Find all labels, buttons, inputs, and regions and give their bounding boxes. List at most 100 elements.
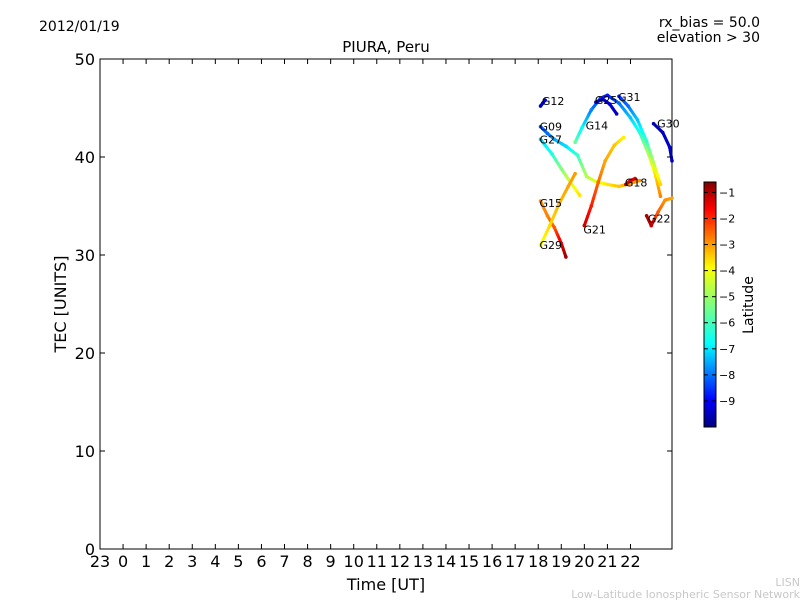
colorbar-tick-label: −4 [719, 265, 735, 278]
data-point-g31 [635, 117, 640, 122]
data-point-g14 [580, 125, 584, 130]
data-point-g29 [547, 223, 552, 228]
y-tick-label: 10 [75, 442, 95, 461]
colorbar [703, 181, 717, 428]
x-tick-label: 9 [326, 552, 336, 571]
colorbar-tick-label: −6 [719, 317, 735, 330]
data-point-g25 [607, 102, 612, 106]
data-point-g21 [612, 143, 617, 148]
data-point-g12 [543, 98, 547, 102]
data-point-g09 [552, 137, 557, 142]
x-tick-label: 20 [574, 552, 594, 571]
x-tick-label: 1 [141, 552, 151, 571]
data-point-g14 [658, 194, 663, 198]
data-point-g21 [582, 223, 587, 228]
data-point-g22 [649, 223, 654, 228]
satellite-label-g30: G30 [657, 118, 680, 131]
x-tick-label: 10 [344, 552, 364, 571]
data-point-g15 [545, 214, 550, 218]
y-tick-label: 20 [75, 344, 95, 363]
colorbar-tick-label: −3 [719, 239, 735, 252]
x-tick-label: 8 [302, 552, 312, 571]
y-axis-ticks: 0 10 20 30 40 50 [75, 50, 672, 559]
data-point-g09 [637, 178, 642, 183]
satellite-label-g15: G15 [540, 197, 563, 210]
data-point-g25 [601, 97, 605, 101]
data-point-g25 [614, 112, 619, 116]
data-point-g29 [566, 184, 571, 189]
x-tick-label: 19 [551, 552, 571, 571]
satellite-label-g18: G18 [625, 176, 648, 189]
satellite-label-g12: G12 [542, 95, 565, 108]
colorbar-ticks: −1 −2 −3 −4 −5 −6 −7 −8 −9 [704, 186, 735, 408]
satellite-label-g09: G09 [540, 121, 563, 134]
x-tick-label: 15 [459, 552, 479, 571]
satellite-label-g27: G27 [540, 133, 563, 146]
data-points [538, 93, 674, 259]
data-point-g18 [624, 182, 628, 187]
data-point-g18 [628, 178, 633, 183]
satellite-label-g25: G25 [595, 94, 618, 107]
data-point-g22 [644, 214, 649, 218]
data-point-g22 [663, 198, 667, 202]
data-point-g15 [564, 255, 568, 259]
data-point-g27 [577, 193, 582, 198]
satellite-label-g29: G29 [540, 239, 563, 252]
data-point-g14 [628, 116, 633, 120]
data-point-g30 [651, 121, 656, 126]
colorbar-label: Latitude [741, 276, 757, 334]
y-tick-label: 40 [75, 148, 95, 167]
data-point-g31 [658, 182, 663, 187]
x-tick-label: 4 [210, 552, 220, 571]
x-tick-label: 11 [367, 552, 387, 571]
data-point-g27 [559, 166, 564, 171]
y-axis-label: TEC [UNITS] [51, 256, 70, 354]
x-tick-label: 18 [528, 552, 548, 571]
data-point-g30 [660, 130, 665, 135]
x-tick-label: 22 [620, 552, 640, 571]
colorbar-tick-label: −1 [719, 186, 735, 199]
data-point-g14 [589, 108, 594, 112]
x-tick-label: 12 [390, 552, 410, 571]
elevation-label: elevation > 30 [657, 30, 760, 46]
x-tick-label: 16 [482, 552, 502, 571]
data-point-g21 [603, 159, 607, 163]
x-tick-label: 7 [279, 552, 289, 571]
data-point-g09 [617, 184, 621, 189]
data-point-g21 [596, 180, 600, 185]
data-point-g31 [617, 94, 621, 99]
data-point-g09 [564, 144, 568, 149]
data-point-g29 [557, 202, 561, 206]
data-point-g29 [573, 171, 577, 176]
data-point-g27 [538, 137, 543, 142]
data-point-g15 [559, 241, 564, 246]
x-tick-label: 2 [164, 552, 174, 571]
data-point-g21 [621, 135, 626, 140]
x-axis-ticks: 23 0 1 2 3 4 5 6 7 8 9 10 11 12 13 14 15 16 17 18 19 20 21 22 [90, 59, 641, 571]
data-point-g14 [637, 130, 642, 135]
satellite-label-g31: G31 [618, 91, 641, 104]
data-point-g14 [605, 93, 610, 98]
x-tick-label: 21 [597, 552, 617, 571]
data-point-g09 [538, 124, 543, 129]
colorbar-tick-label: −8 [719, 369, 735, 382]
colorbar-tick-label: −9 [719, 395, 735, 408]
satellite-label-g22: G22 [648, 213, 671, 226]
y-tick-label: 30 [75, 246, 95, 265]
x-tick-label: 3 [187, 552, 197, 571]
data-point-g09 [584, 174, 589, 179]
colorbar-tick-label: −5 [719, 291, 735, 304]
credit-short: LISN [775, 576, 800, 589]
data-point-g25 [594, 100, 598, 104]
data-point-g27 [550, 152, 554, 156]
data-point-g22 [656, 210, 660, 214]
x-tick-label: 17 [505, 552, 525, 571]
x-tick-label: 23 [90, 552, 110, 571]
data-point-g30 [670, 159, 674, 163]
satellite-label-g14: G14 [586, 120, 609, 133]
x-tick-label: 6 [256, 552, 266, 571]
data-point-g09 [545, 131, 550, 136]
data-point-g12 [541, 101, 545, 105]
satellite-label-g21: G21 [583, 224, 606, 237]
